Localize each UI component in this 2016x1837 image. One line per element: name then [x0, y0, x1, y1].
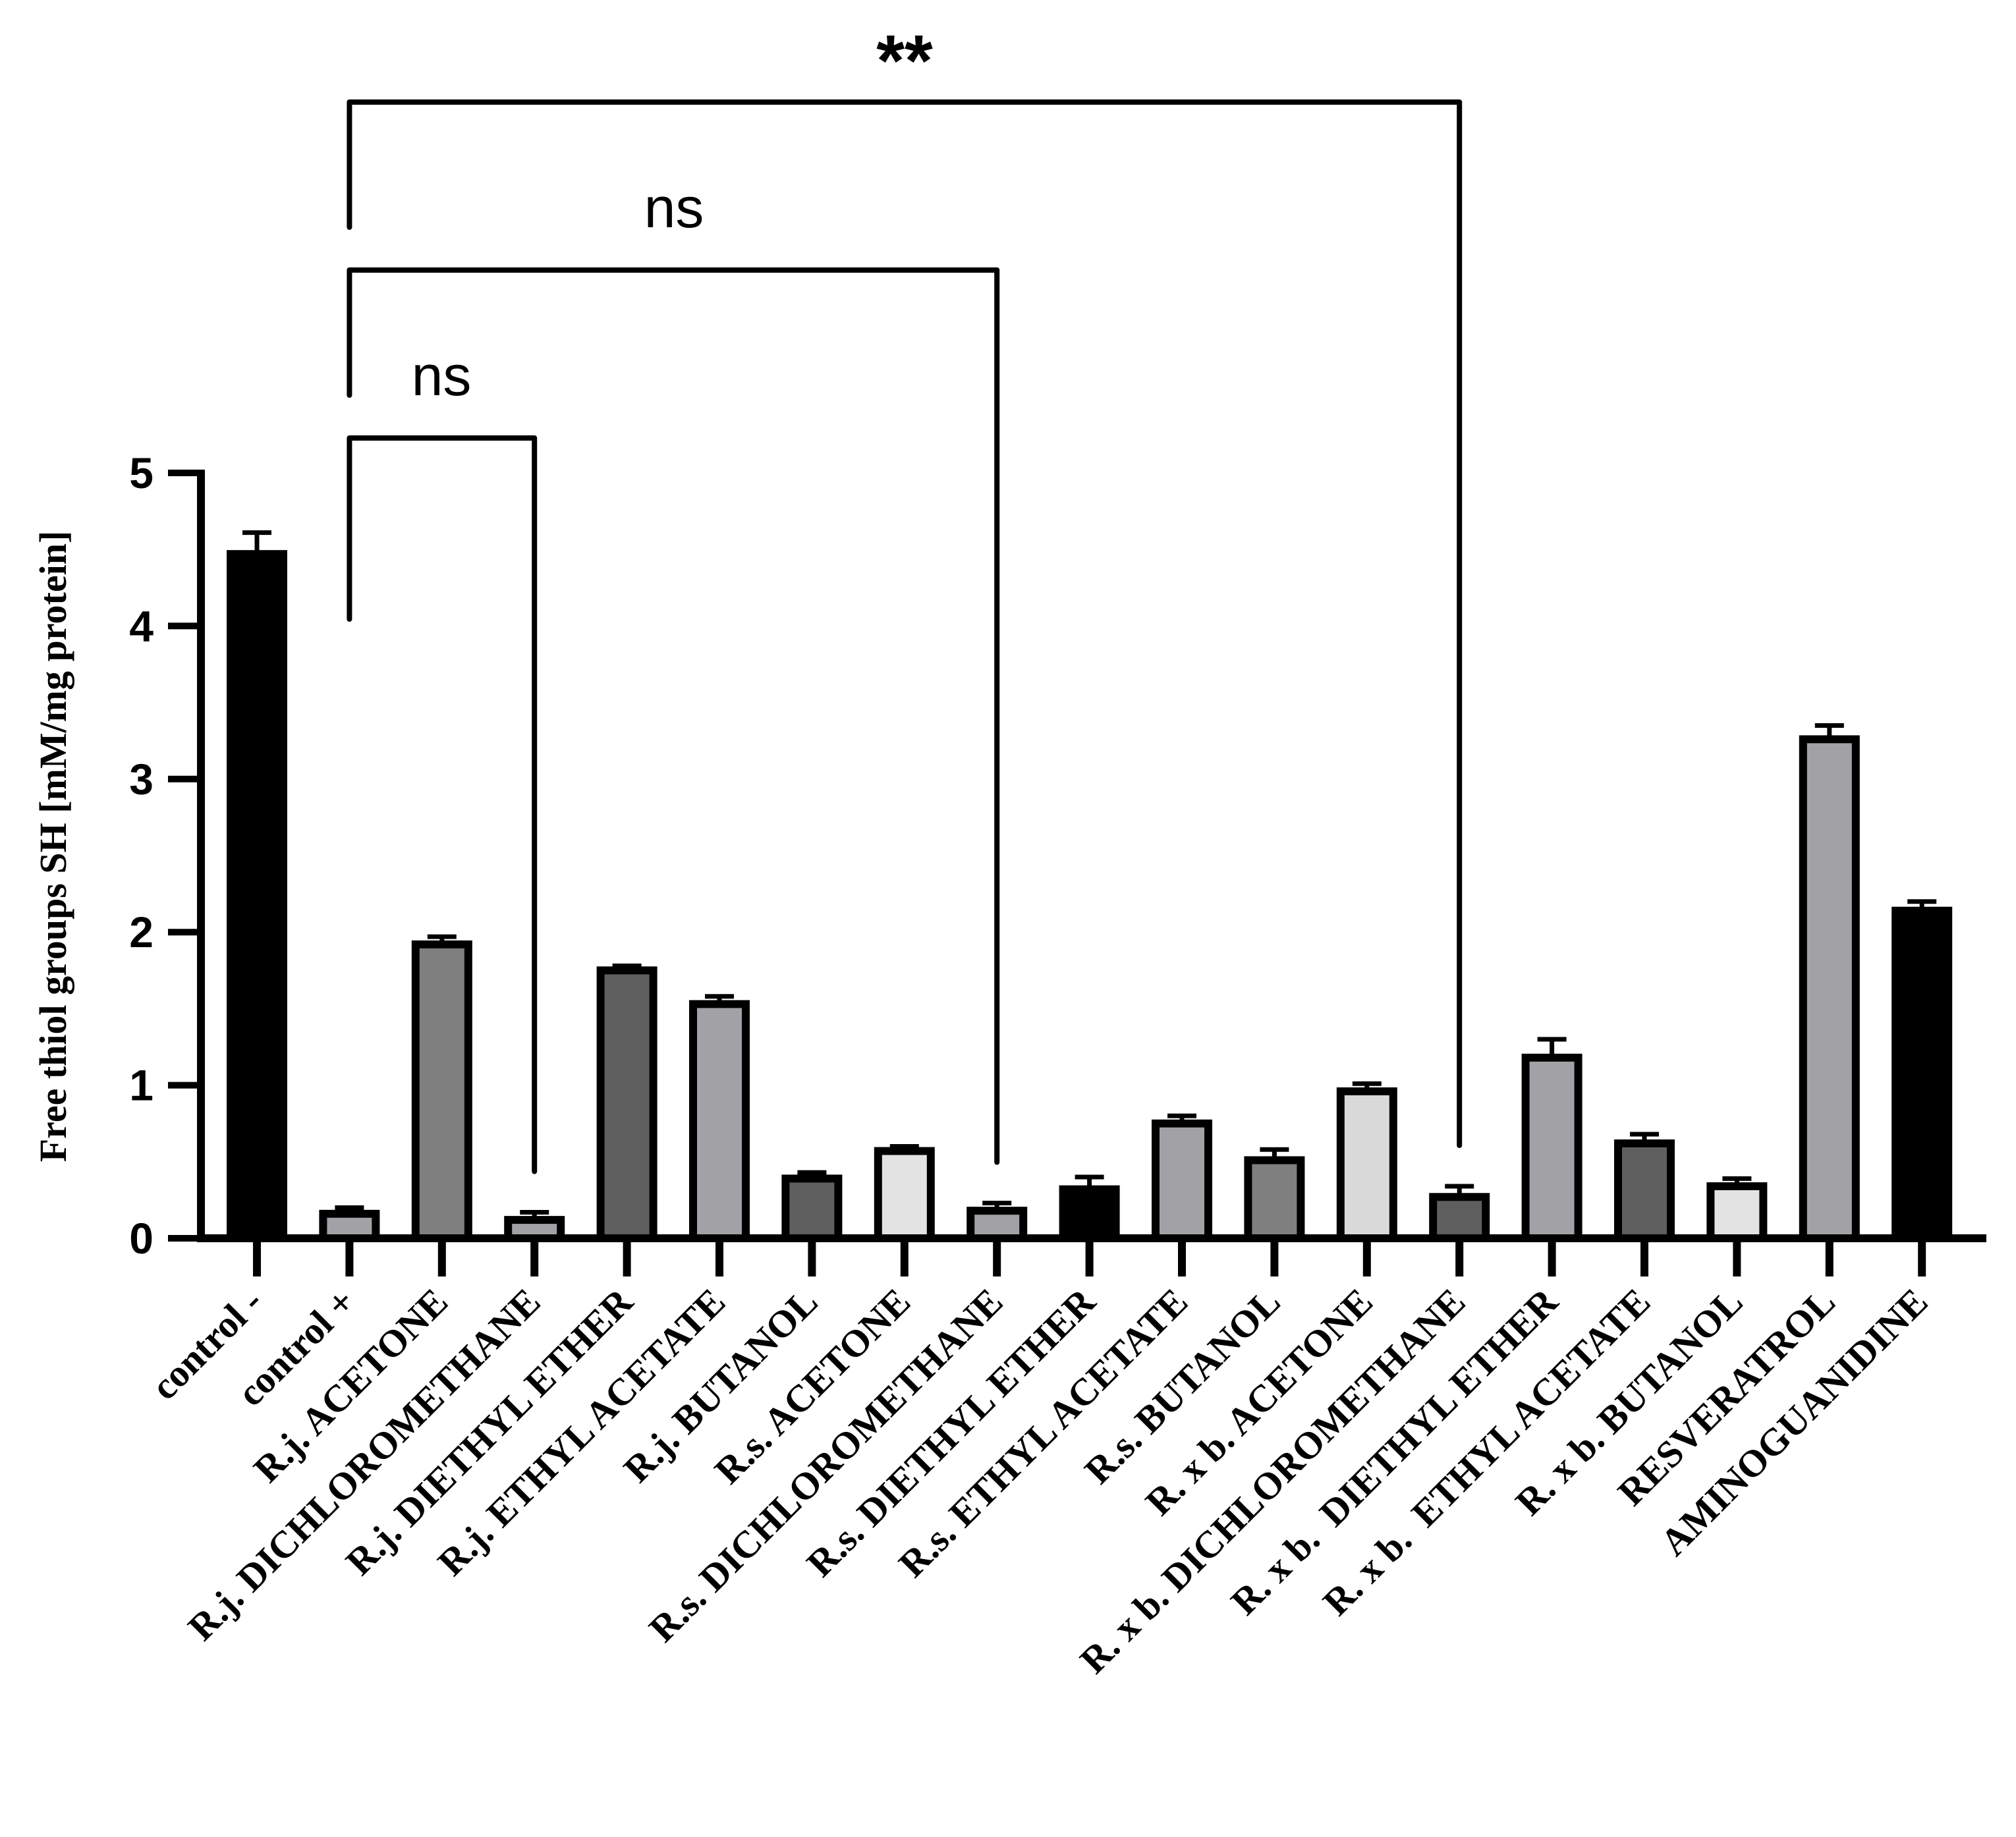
bar-10 — [1152, 1119, 1212, 1242]
bar-13 — [1429, 1193, 1490, 1242]
y-axis-title: Free thiol groups SH [mM/mg protein] — [32, 531, 74, 1163]
bar-9 — [1059, 1185, 1120, 1242]
bar-17 — [1799, 735, 1860, 1242]
bar-0 — [227, 550, 287, 1242]
significance-bracket-1 — [347, 267, 1000, 1165]
bar-15 — [1614, 1139, 1675, 1242]
bar-2 — [411, 940, 472, 1242]
y-tick-label-1: 1 — [129, 1061, 154, 1110]
significance-bracket-0 — [347, 435, 538, 1174]
bar-7 — [874, 1147, 935, 1242]
bar-6 — [781, 1174, 843, 1243]
bar-16 — [1706, 1182, 1768, 1243]
y-tick-label-3: 3 — [129, 755, 154, 804]
y-tick-label-4: 4 — [129, 601, 154, 650]
bar-8 — [966, 1207, 1028, 1242]
bar-11 — [1244, 1156, 1305, 1242]
y-tick-label-0: 0 — [129, 1214, 154, 1263]
significance-brackets-group: ns ns ** — [347, 20, 1463, 1174]
bar-14 — [1521, 1053, 1582, 1242]
significance-label-1: ns — [644, 177, 704, 240]
bar-18 — [1891, 906, 1953, 1242]
significance-label-0: ns — [412, 344, 472, 408]
error-bars-group — [242, 530, 1937, 1220]
y-tick-label-2: 2 — [129, 908, 154, 956]
bar-4 — [596, 966, 658, 1243]
bar-5 — [689, 1000, 750, 1242]
y-ticks-group: 0 1 2 3 4 5 — [129, 449, 201, 1263]
bars-group — [227, 550, 1953, 1243]
significance-bracket-2 — [347, 99, 1463, 1148]
bar-12 — [1336, 1087, 1397, 1242]
y-tick-label-5: 5 — [129, 449, 154, 497]
significance-label-2: ** — [876, 20, 933, 101]
